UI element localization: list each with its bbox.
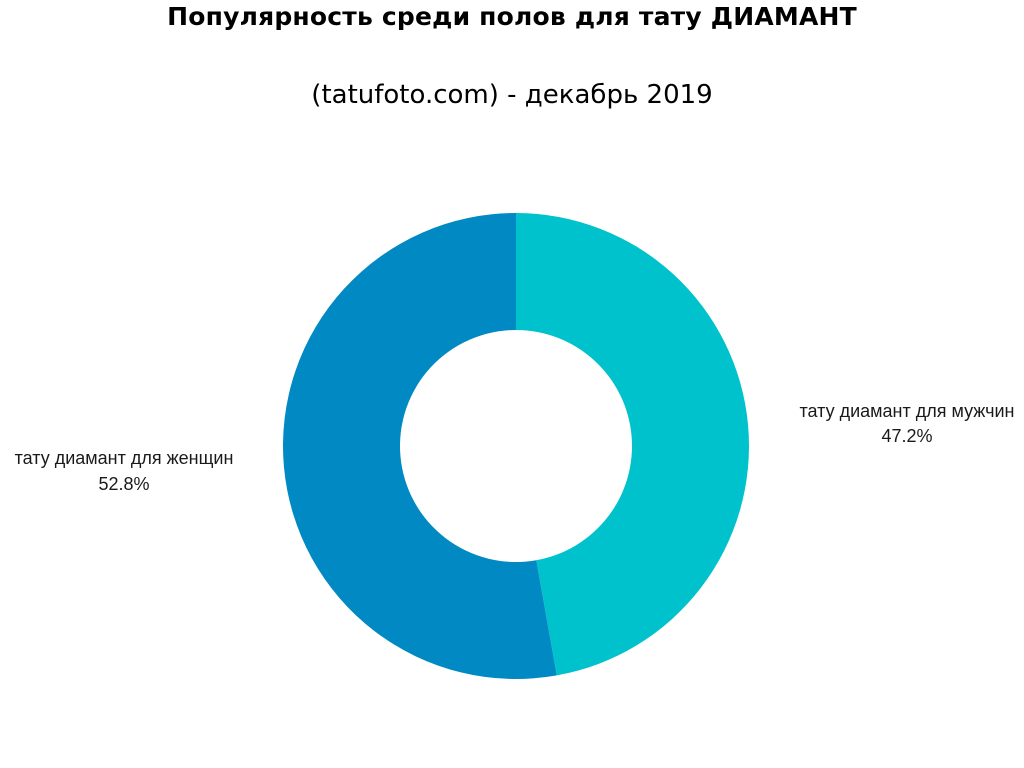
slice-percent-women: 52.8% [98,474,149,494]
slice-percent-men: 47.2% [881,426,932,446]
chart-title: Популярность среди полов для тату ДИАМАН… [167,2,857,31]
pie-slice-women [282,213,557,680]
slice-label-women: тату диамант для женщин [15,448,234,468]
slice-label-men: тату диамант для мужчин [800,401,1015,421]
chart-subtitle: (tatufoto.com) - декабрь 2019 [311,80,713,110]
pie-slice-men [516,213,749,676]
